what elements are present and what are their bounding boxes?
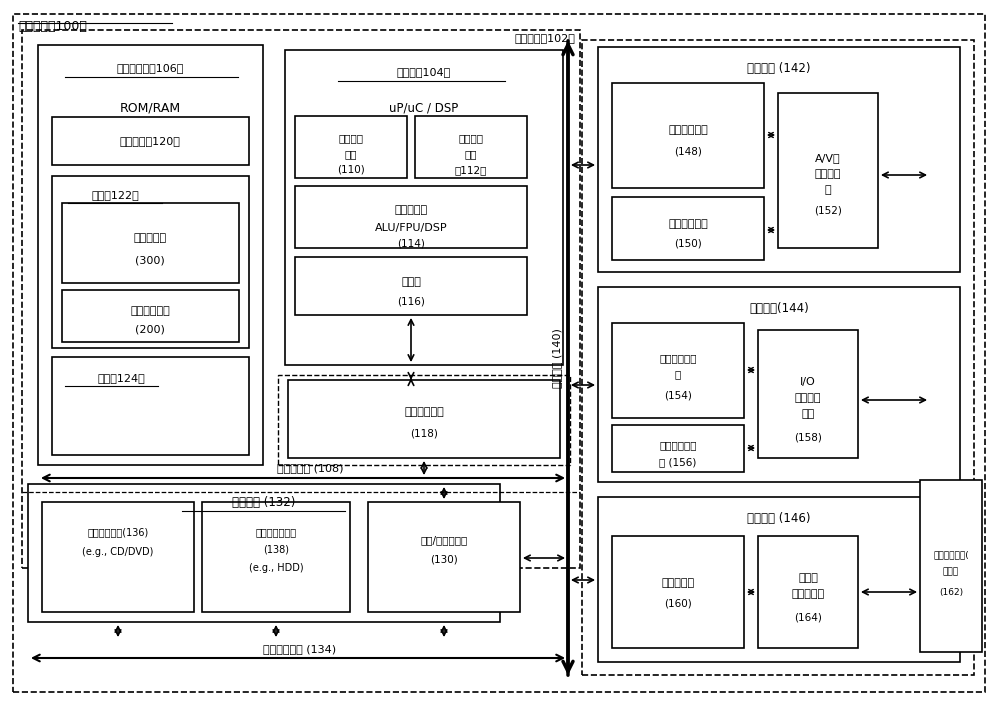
- FancyBboxPatch shape: [28, 484, 500, 622]
- FancyBboxPatch shape: [52, 357, 249, 455]
- Text: 器 (156): 器 (156): [659, 457, 697, 467]
- Text: 计算设备（100）: 计算设备（100）: [18, 20, 87, 33]
- FancyBboxPatch shape: [598, 287, 960, 482]
- Text: 处理器核心: 处理器核心: [394, 205, 428, 215]
- FancyBboxPatch shape: [598, 47, 960, 272]
- FancyBboxPatch shape: [582, 40, 974, 675]
- Text: 不可移除储存器: 不可移除储存器: [255, 527, 297, 537]
- FancyBboxPatch shape: [62, 290, 239, 342]
- FancyBboxPatch shape: [38, 45, 263, 465]
- Text: 一级高速: 一级高速: [338, 133, 364, 143]
- FancyBboxPatch shape: [778, 93, 878, 248]
- FancyBboxPatch shape: [612, 83, 764, 188]
- Text: 网络控制器: 网络控制器: [661, 578, 695, 588]
- Text: (152): (152): [814, 205, 842, 215]
- Text: (160): (160): [664, 598, 692, 608]
- FancyBboxPatch shape: [612, 197, 764, 260]
- FancyBboxPatch shape: [368, 502, 520, 612]
- Text: 接口总线 (140): 接口总线 (140): [552, 328, 562, 388]
- Text: ROM/RAM: ROM/RAM: [119, 102, 181, 114]
- Text: (e.g., HDD): (e.g., HDD): [249, 563, 303, 573]
- Text: 端口（多: 端口（多: [795, 393, 821, 403]
- Text: (148): (148): [674, 147, 702, 157]
- Text: (116): (116): [397, 297, 425, 307]
- Text: 可移除储存器(136): 可移除储存器(136): [87, 527, 149, 537]
- Text: 应用（122）: 应用（122）: [91, 190, 139, 200]
- FancyBboxPatch shape: [52, 176, 249, 348]
- Text: (150): (150): [674, 239, 702, 249]
- Text: ）: ）: [825, 185, 831, 195]
- Text: I/O: I/O: [800, 377, 816, 387]
- Text: 并行接口控制: 并行接口控制: [659, 440, 697, 450]
- Text: (154): (154): [664, 390, 692, 400]
- FancyBboxPatch shape: [758, 330, 858, 458]
- Text: (164): (164): [794, 613, 822, 623]
- Text: (110): (110): [337, 165, 365, 175]
- FancyBboxPatch shape: [295, 257, 527, 315]
- Text: 缓存: 缓存: [345, 149, 357, 159]
- FancyBboxPatch shape: [42, 502, 194, 612]
- Text: 基本配置（102）: 基本配置（102）: [514, 33, 575, 43]
- Text: 处理器（104）: 处理器（104）: [397, 67, 451, 77]
- Text: (114): (114): [397, 239, 425, 249]
- FancyBboxPatch shape: [22, 30, 580, 568]
- Text: （112）: （112）: [455, 165, 487, 175]
- FancyBboxPatch shape: [278, 375, 570, 465]
- Text: 总线/接口控制器: 总线/接口控制器: [420, 535, 468, 545]
- FancyBboxPatch shape: [612, 536, 744, 648]
- Text: 存储器控制器: 存储器控制器: [404, 407, 444, 417]
- FancyBboxPatch shape: [62, 203, 239, 283]
- Text: (158): (158): [794, 433, 822, 443]
- Text: 系统存储器（106）: 系统存储器（106）: [116, 63, 184, 73]
- FancyBboxPatch shape: [13, 14, 985, 692]
- Text: (200): (200): [135, 325, 165, 335]
- Text: 储存设备 (132): 储存设备 (132): [232, 495, 296, 508]
- Text: 文档分拣系统: 文档分拣系统: [130, 306, 170, 316]
- Text: A/V端: A/V端: [815, 153, 841, 163]
- Text: 音频处理单元: 音频处理单元: [668, 219, 708, 229]
- FancyBboxPatch shape: [612, 323, 744, 418]
- Text: (300): (300): [135, 255, 165, 265]
- FancyBboxPatch shape: [295, 116, 407, 178]
- Text: 存储器总线 (108): 存储器总线 (108): [277, 463, 343, 473]
- FancyBboxPatch shape: [295, 186, 527, 248]
- Text: 串行接口控制: 串行接口控制: [659, 353, 697, 363]
- Text: (130): (130): [430, 555, 458, 565]
- FancyBboxPatch shape: [288, 380, 560, 458]
- Text: 通信设备 (146): 通信设备 (146): [747, 511, 811, 524]
- Text: (118): (118): [410, 429, 438, 439]
- Text: 多个）: 多个）: [943, 567, 959, 577]
- Text: 应用客户端: 应用客户端: [133, 233, 167, 243]
- FancyBboxPatch shape: [758, 536, 858, 648]
- Text: 器: 器: [675, 369, 681, 379]
- Text: 外围接口(144): 外围接口(144): [749, 302, 809, 315]
- FancyBboxPatch shape: [598, 497, 960, 662]
- Text: 口（多个: 口（多个: [815, 169, 841, 179]
- FancyBboxPatch shape: [612, 425, 744, 472]
- Text: uP/uC / DSP: uP/uC / DSP: [389, 102, 459, 114]
- Text: 其他计算设备(: 其他计算设备(: [933, 551, 969, 559]
- Text: 寄存器: 寄存器: [401, 277, 421, 287]
- Text: ALU/FPU/DSP: ALU/FPU/DSP: [375, 223, 447, 233]
- Text: 输出设备 (142): 输出设备 (142): [747, 61, 811, 74]
- FancyBboxPatch shape: [285, 50, 563, 365]
- Text: (138): (138): [263, 545, 289, 555]
- Text: (e.g., CD/DVD): (e.g., CD/DVD): [82, 547, 154, 557]
- Text: 图像处理单元: 图像处理单元: [668, 125, 708, 135]
- Text: 口（多个）: 口（多个）: [791, 589, 825, 599]
- FancyBboxPatch shape: [415, 116, 527, 178]
- Text: 储存接口总线 (134): 储存接口总线 (134): [263, 644, 337, 654]
- Text: (162): (162): [939, 588, 963, 596]
- FancyBboxPatch shape: [202, 502, 350, 612]
- Text: 数据（124）: 数据（124）: [98, 373, 146, 383]
- FancyBboxPatch shape: [52, 117, 249, 165]
- FancyBboxPatch shape: [920, 480, 982, 652]
- Text: 通信端: 通信端: [798, 573, 818, 583]
- Text: 二级高速: 二级高速: [458, 133, 484, 143]
- Text: 个）: 个）: [801, 409, 815, 419]
- Text: 操作系统（120）: 操作系统（120）: [120, 136, 180, 146]
- Text: 缓存: 缓存: [465, 149, 477, 159]
